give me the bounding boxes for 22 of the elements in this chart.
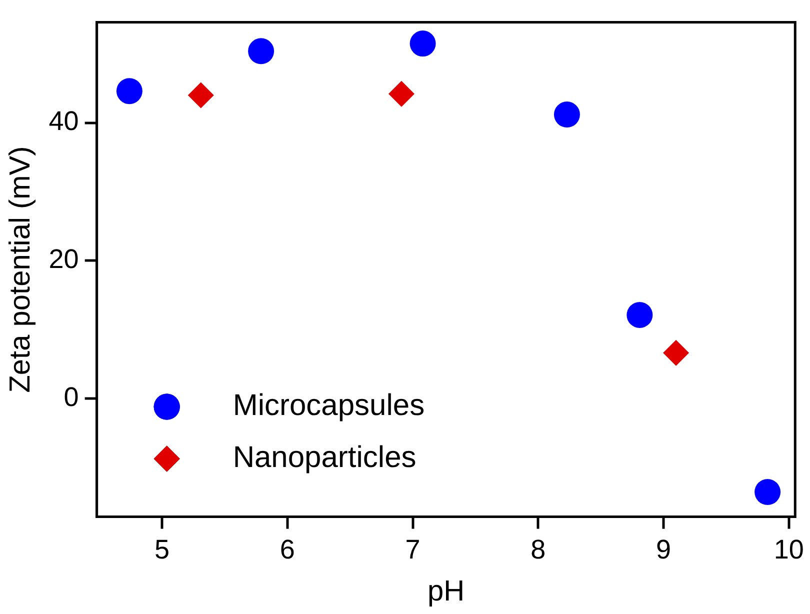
x-tick-label: 7 <box>405 534 420 564</box>
legend-label: Microcapsules <box>232 389 425 422</box>
point <box>663 340 690 366</box>
x-tick-label: 9 <box>656 534 672 564</box>
y-axis-title: Zeta potential (mV) <box>4 146 36 393</box>
point <box>388 80 414 107</box>
point <box>554 102 580 128</box>
x-axis-title: pH <box>427 576 465 608</box>
y-tick-label: 0 <box>64 382 79 412</box>
y-tick-label: 40 <box>48 106 79 136</box>
point <box>626 302 653 328</box>
point <box>410 30 436 57</box>
x-tick-label: 6 <box>280 534 295 564</box>
y-tick-label: 20 <box>48 244 79 274</box>
point <box>754 479 781 505</box>
x-tick-label: 10 <box>774 534 804 564</box>
x-tick-label: 8 <box>530 534 546 564</box>
point <box>188 82 214 108</box>
point <box>116 78 142 104</box>
point <box>248 38 274 64</box>
x-tick-label: 5 <box>154 534 170 564</box>
legend-label: Nanoparticles <box>232 441 416 474</box>
